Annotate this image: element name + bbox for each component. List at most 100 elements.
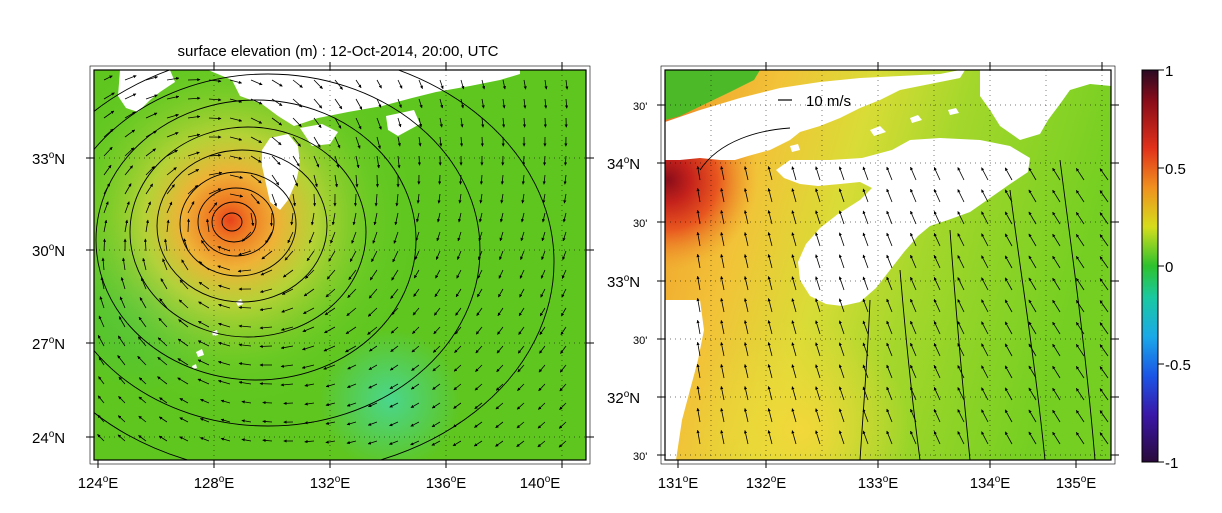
wind-vector (117, 434, 126, 442)
right-lon-label: 133oE (858, 474, 899, 492)
wind-vector (1075, 234, 1085, 247)
wind-vector (198, 281, 210, 290)
wind-vector (520, 212, 525, 223)
left-map-frame (93, 69, 587, 461)
wind-vector (241, 419, 252, 423)
wind-vector (1004, 365, 1013, 379)
wind-vector (957, 233, 965, 247)
wind-vector (103, 183, 111, 195)
wind-vector (457, 212, 462, 223)
wind-vector (376, 98, 382, 108)
wind-vector (1075, 432, 1085, 445)
wind-vector (522, 117, 527, 128)
wind-vector (179, 279, 189, 290)
wind-vector (418, 136, 422, 147)
wind-vector (229, 136, 243, 141)
wind-vector (563, 155, 568, 166)
wind-vector (743, 364, 749, 379)
wind-vector (838, 188, 845, 203)
wind-vector (376, 117, 382, 130)
wind-vector (460, 98, 465, 109)
wind-vector (459, 136, 464, 147)
wind-vector (117, 355, 126, 366)
wind-vector (1099, 344, 1109, 357)
wind-vector (1004, 299, 1013, 313)
wind-vector (1004, 167, 1013, 181)
wind-vector (910, 430, 917, 445)
wind-vector (791, 386, 797, 401)
wind-vector (558, 421, 567, 429)
wind-vector (537, 440, 546, 448)
wind-vector (457, 231, 462, 242)
wind-vector (791, 408, 797, 423)
wind-vector (310, 212, 315, 226)
wind-vector (522, 155, 526, 166)
wind-vector (439, 117, 443, 128)
wind-vector (250, 136, 262, 144)
wind-vector (496, 364, 504, 373)
wind-vector (791, 320, 797, 335)
wind-vector (1052, 211, 1061, 225)
wind-vector (371, 250, 378, 263)
wind-vector (390, 288, 399, 299)
wind-vector (1028, 409, 1037, 423)
wind-vector (1052, 321, 1061, 335)
wind-vector (838, 408, 845, 423)
wind-vector (355, 155, 360, 169)
wind-vector (559, 402, 567, 410)
wind-vector (767, 188, 773, 203)
wind-vector (372, 231, 378, 244)
wind-vector (1052, 167, 1061, 181)
wind-vector (720, 341, 725, 357)
wind-vector (500, 193, 504, 204)
wind-vector (241, 400, 252, 404)
wind-vector (743, 386, 749, 401)
wind-vector (390, 345, 399, 353)
wind-vector (433, 326, 441, 335)
wind-vector (436, 231, 441, 242)
wind-vector (862, 188, 869, 203)
wind-vector (498, 288, 504, 298)
wind-vector (1099, 168, 1109, 181)
wind-vector (313, 117, 322, 129)
wind-vector (262, 419, 273, 424)
wind-vector (208, 171, 223, 176)
wind-vector (1028, 211, 1037, 225)
wind-vector (229, 117, 243, 122)
wind-vector (862, 364, 869, 379)
wind-vector (229, 174, 244, 179)
wind-vector (497, 326, 504, 335)
right-lon-label: 132oE (746, 474, 787, 492)
wind-vector (183, 238, 189, 252)
left-lat-label: 24oN (32, 429, 65, 447)
wind-vector (791, 254, 797, 269)
wind-vector (159, 298, 168, 309)
wind-vector (862, 210, 869, 225)
wind-vector (910, 320, 917, 335)
right-lat-label: 32oN (607, 389, 640, 407)
wind-vector (177, 358, 189, 366)
wind-vector (562, 212, 567, 223)
wind-vector (537, 421, 546, 429)
wind-vector (458, 174, 463, 185)
wind-vector (313, 174, 318, 188)
wind-vector (439, 79, 444, 90)
wind-vector (862, 386, 869, 401)
wind-vector (815, 342, 821, 357)
wind-vector (101, 257, 105, 271)
wind-vector (767, 364, 773, 379)
wind-vector (410, 383, 420, 390)
wind-vector (334, 117, 342, 129)
wind-vector (259, 307, 273, 312)
wind-vector (933, 365, 941, 379)
wind-vector (100, 276, 105, 290)
wind-vector (862, 408, 869, 423)
wind-vector (218, 284, 231, 290)
wind-vector (720, 429, 725, 445)
right-lat-label: 34oN (607, 155, 640, 173)
wind-vector (886, 342, 893, 357)
wind-vector (696, 275, 701, 291)
wind-vector (241, 231, 252, 242)
wind-vector (282, 269, 294, 278)
